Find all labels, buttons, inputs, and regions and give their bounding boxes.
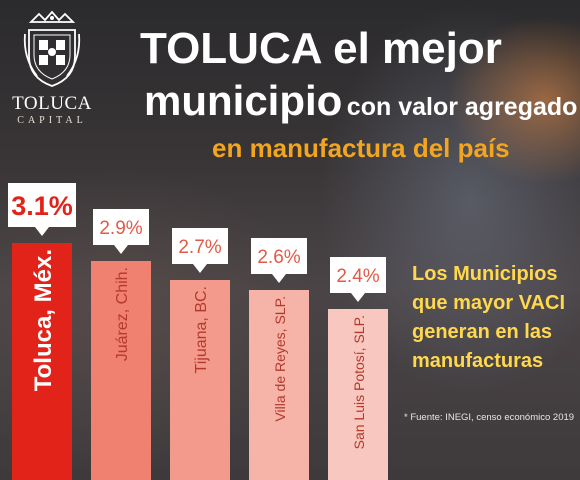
headline-municipio: municipio <box>144 77 343 124</box>
bar-category-label: Tijuana, BC. <box>193 286 210 373</box>
headline-valor-agregado: con valor agregado <box>346 93 578 121</box>
bar <box>91 261 151 480</box>
bar-category-label: Villa de Reyes, SLP. <box>272 296 288 422</box>
value-callout-box <box>8 183 76 236</box>
side-caption-line: generan en las <box>412 321 553 343</box>
bar <box>328 309 388 480</box>
bar-category-label: Toluca, Méx. <box>30 249 57 391</box>
source-note: * Fuente: INEGI, censo económico 2019 <box>404 412 575 423</box>
side-caption: Los Municipios que mayor VACI generan en… <box>412 260 580 376</box>
value-callout-box <box>93 209 149 254</box>
side-caption-line: Los Municipios <box>412 263 558 285</box>
value-label: 2.7% <box>178 237 221 258</box>
headline-line1: TOLUCA el mejor <box>140 24 502 73</box>
city-shield-icon <box>23 10 81 87</box>
value-label: 2.6% <box>257 247 300 268</box>
toluca-capital-logo: TOLUCA CAPITAL <box>6 8 98 128</box>
side-caption-line: manufacturas <box>412 350 544 372</box>
value-callout-box <box>251 238 307 283</box>
value-callout-box <box>172 228 228 273</box>
bar <box>249 290 309 480</box>
brand-name: TOLUCA <box>12 93 92 114</box>
value-label: 3.1% <box>11 191 73 221</box>
headline-subtitle: en manufactura del país <box>212 133 510 163</box>
bar <box>12 243 72 480</box>
bar <box>170 280 230 480</box>
bar-category-label: Juárez, Chih. <box>114 267 131 361</box>
brand-tagline: CAPITAL <box>17 115 87 126</box>
value-label: 2.9% <box>99 218 142 239</box>
bar-category-label: San Luis Potosí, SLP. <box>351 315 367 449</box>
value-label: 2.4% <box>336 266 379 287</box>
headline-line2: municipio con valor agregado <box>144 78 577 134</box>
value-callout-box <box>330 257 386 302</box>
side-caption-line: que mayor VACI <box>412 292 565 314</box>
